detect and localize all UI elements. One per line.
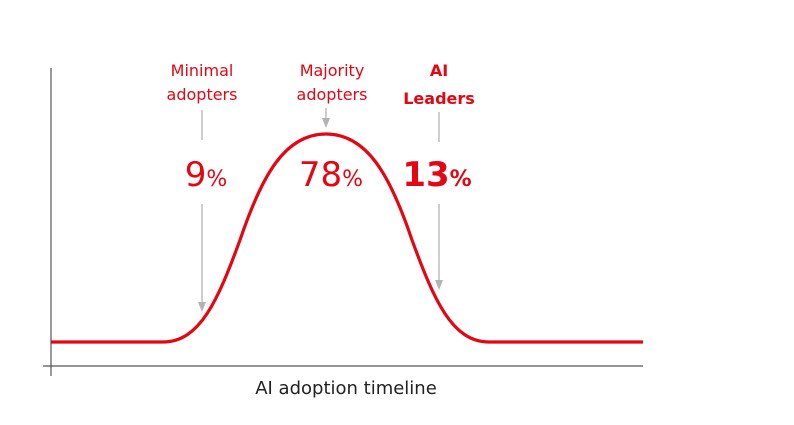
segment-percentage: 78% [299, 155, 363, 195]
segment-label-line: adopters [167, 85, 238, 104]
pointer-arrowhead [435, 280, 443, 290]
segment-label-line: AI [430, 61, 448, 80]
pointer-arrowhead [322, 118, 330, 128]
segment-label-line: adopters [297, 85, 368, 104]
adoption-bell-curve [51, 132, 643, 344]
segment-minimal-adopters: Minimal adopters 9% [167, 61, 238, 312]
x-axis-title: AI adoption timeline [255, 378, 437, 399]
segment-percentage: 13% [402, 155, 471, 195]
pointer-arrowhead [198, 302, 206, 312]
segment-label-line: Majority [300, 61, 365, 80]
segment-majority-adopters: Majority adopters 78% [297, 61, 368, 195]
segment-ai-leaders: AI Leaders 13% [402, 61, 475, 290]
segment-percentage: 9% [185, 155, 228, 195]
segment-label-line: Minimal [171, 61, 234, 80]
segment-label-line: Leaders [403, 89, 475, 108]
